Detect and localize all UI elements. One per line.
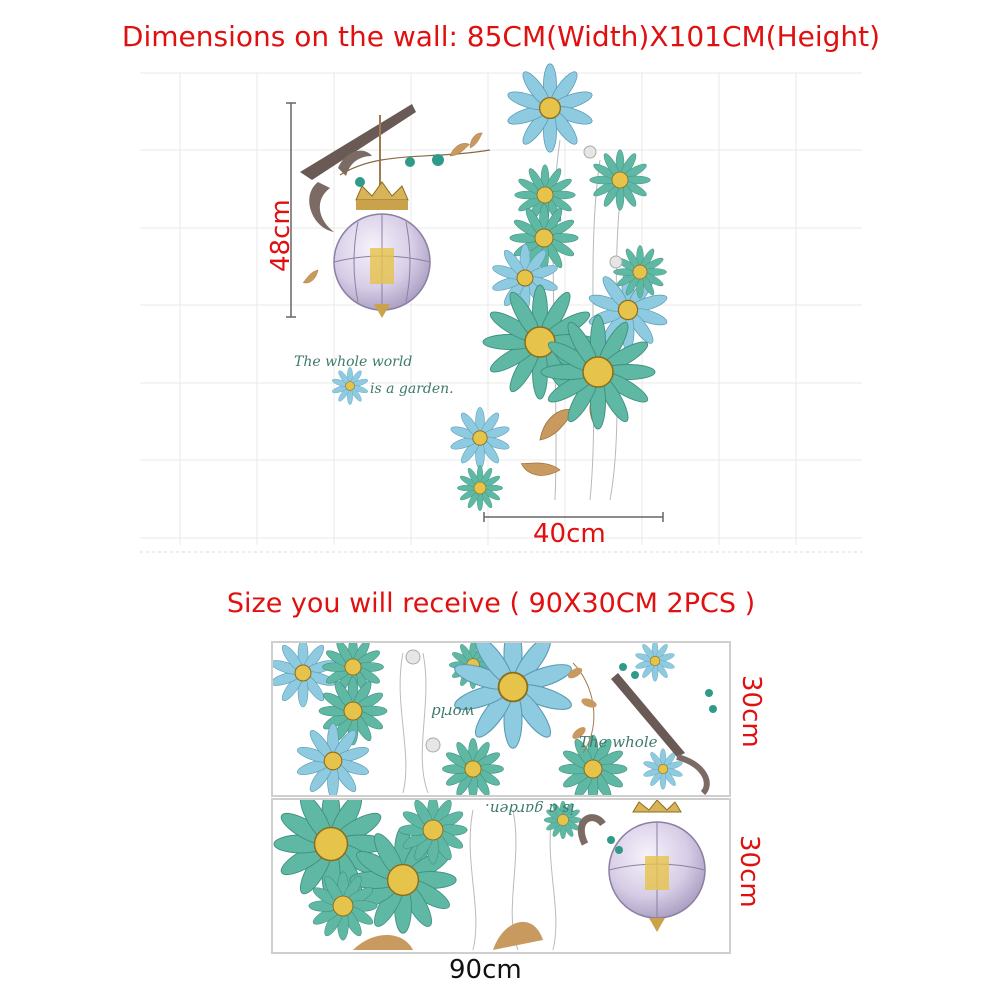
lamp-vine-illustration <box>300 130 491 286</box>
page-heading: Dimensions on the wall: 85CM(Width)X101C… <box>121 20 881 53</box>
wall-height-label: 48cm <box>266 199 296 272</box>
package-size-heading: Size you will receive ( 90X30CM 2PCS ) <box>226 588 756 619</box>
sheet-2-height-label: 30cm <box>734 835 764 908</box>
sheet-1-height-label: 30cm <box>736 675 766 748</box>
daisy-vine-illustration <box>331 63 670 512</box>
sheet-1-quote-a: world <box>431 703 475 721</box>
quote-line-1: The whole world <box>294 354 413 370</box>
lamp-bracket-illustration <box>300 104 416 232</box>
quote-line-2: is a garden. <box>370 381 454 397</box>
wall-grid <box>140 72 862 545</box>
height-dimension-line <box>286 102 296 318</box>
sheet-2-quote: is a garden. <box>485 800 575 818</box>
sheet-1-quote-b: The whole <box>579 733 658 751</box>
wall-width-label: 40cm <box>533 519 606 549</box>
lantern-illustration <box>333 181 431 318</box>
sheet-2-artwork <box>273 800 706 951</box>
sheet-width-label: 90cm <box>449 955 522 985</box>
width-dimension-line <box>483 512 664 522</box>
sticker-sheet-1: world The whole <box>271 641 731 797</box>
sticker-sheet-2: is a garden. <box>271 798 731 954</box>
sheet-1-artwork <box>273 643 717 795</box>
